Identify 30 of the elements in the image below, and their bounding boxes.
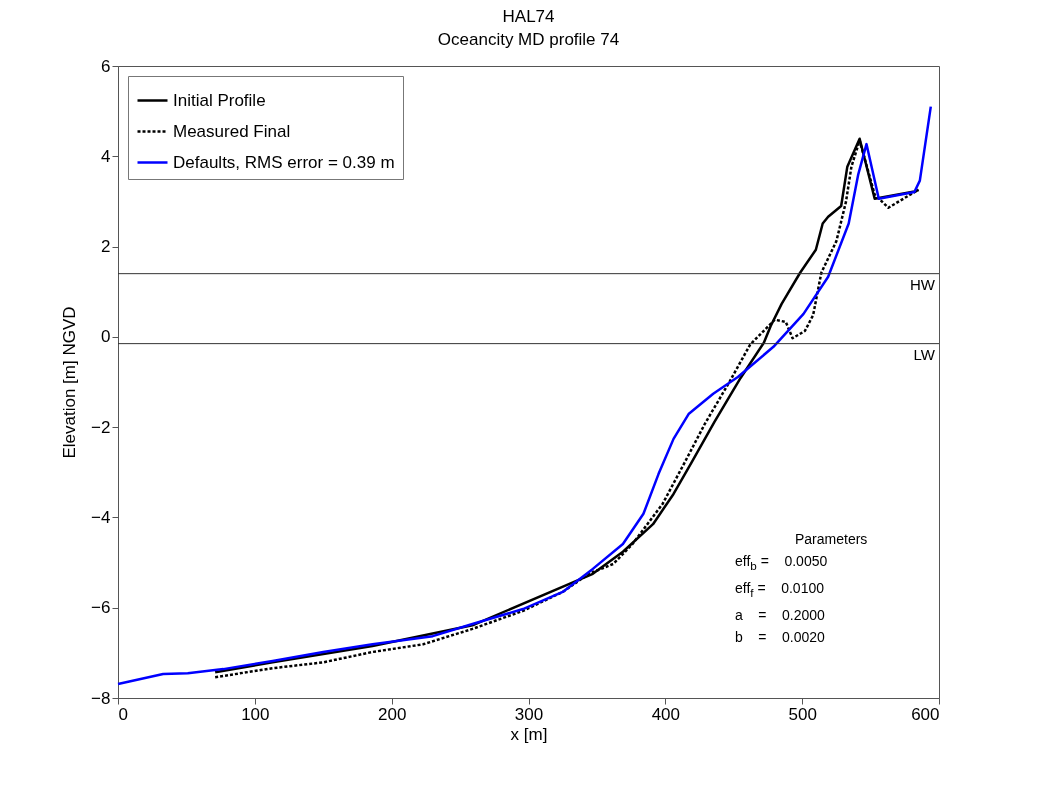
annotation: a = 0.2000 (735, 605, 826, 625)
x-tick-label: 0 (118, 704, 128, 724)
annotation: Parameters (794, 530, 868, 549)
x-axis-title: x [m] (510, 724, 548, 744)
y-tick-label: −8 (91, 688, 111, 708)
y-tick-label: 6 (101, 56, 111, 76)
x-tick-label: 300 (514, 704, 544, 724)
x-tick-label: 600 (911, 704, 940, 724)
x-tick-label: 100 (241, 704, 270, 724)
ref-line-label: LW (913, 345, 936, 363)
legend-label: Defaults, RMS error = 0.39 m (173, 152, 395, 172)
y-tick-label: −4 (91, 507, 111, 527)
ref-line-label: HW (910, 275, 936, 293)
line-series (116, 105, 933, 686)
y-axis-title: Elevation [m] NGVD (60, 306, 80, 459)
x-tick-label: 500 (788, 704, 817, 724)
chart-subtitle: Oceancity MD profile 74 (437, 30, 620, 49)
legend-label: Initial Profile (173, 90, 266, 110)
y-tick-label: −2 (91, 417, 111, 437)
annotation: b = 0.0020 (735, 627, 826, 647)
x-tick-label: 200 (377, 704, 407, 724)
x-tick-label: 400 (651, 704, 681, 724)
y-tick-label: 0 (101, 327, 111, 347)
chart-title: HAL74 (502, 7, 555, 26)
y-tick-label: −6 (91, 598, 111, 618)
annotation: eff$_{b}$ = 0.0050 (735, 552, 829, 574)
y-tick-label: 4 (101, 146, 111, 166)
legend-label: Measured Final (173, 121, 291, 141)
y-tick-label: 2 (101, 237, 111, 257)
annotation: eff$_{f}$ = 0.0100 (735, 578, 825, 601)
